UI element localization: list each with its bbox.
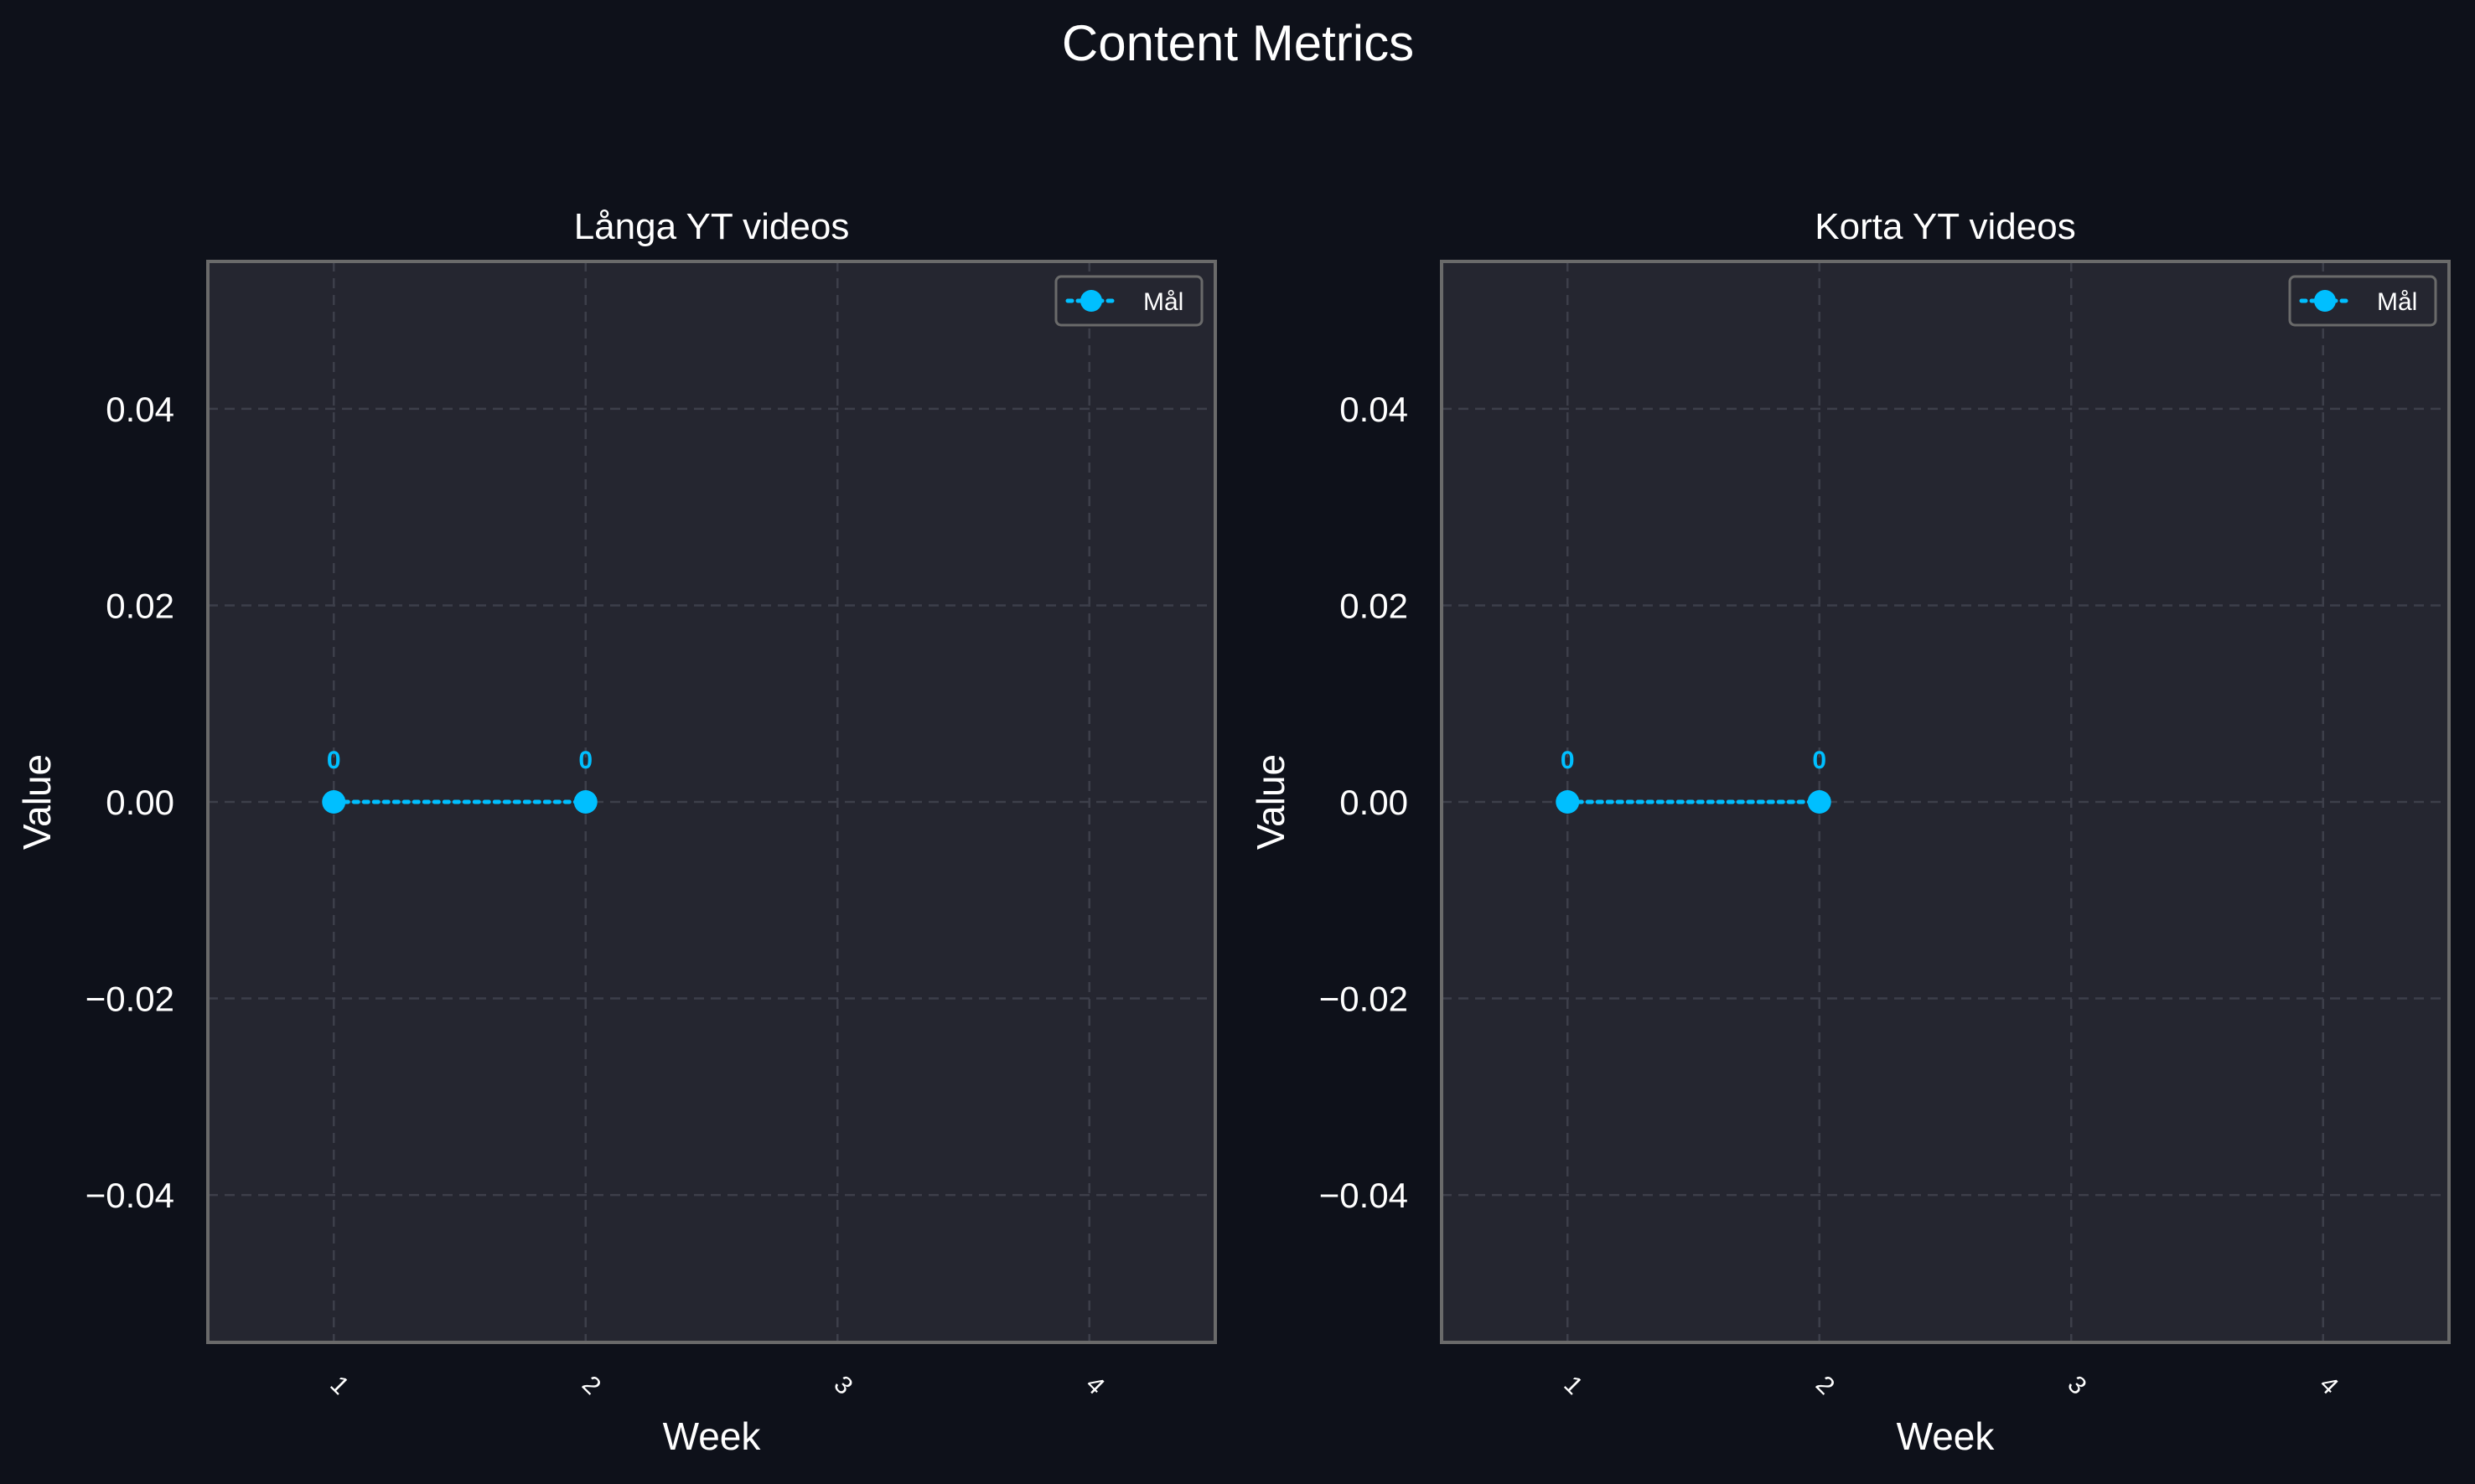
y-tick-label: 0.02	[1339, 586, 1408, 625]
y-tick-label: 0.04	[1339, 390, 1408, 429]
y-tick-label: 0.00	[1339, 783, 1408, 822]
legend: Mål	[1054, 275, 1204, 327]
x-axis-label: Week	[663, 1414, 762, 1458]
data-label: 0	[578, 747, 593, 774]
legend-box	[1054, 275, 1204, 327]
legend-entry-label: Mål	[1143, 288, 1183, 316]
legend-marker-swatch	[1080, 290, 1102, 312]
axes-frame	[206, 260, 1217, 1344]
axes-frame	[1440, 260, 2451, 1344]
panel-title: Långa YT videos	[574, 206, 850, 247]
y-tick-label: −0.02	[1319, 980, 1408, 1019]
legend-entry-label: Mål	[2377, 288, 2417, 316]
data-label: 0	[1812, 747, 1826, 774]
y-axis-label: Value	[1249, 754, 1292, 850]
legend-box	[2288, 275, 2437, 327]
data-label: 0	[1561, 747, 1575, 774]
x-axis-label: Week	[1897, 1414, 1996, 1458]
legend: Mål	[2288, 275, 2437, 327]
data-point	[573, 790, 598, 814]
data-point	[1807, 790, 1831, 814]
figure-title: Content Metrics	[1062, 15, 1414, 71]
y-tick-label: 0.00	[106, 783, 174, 822]
y-tick-label: −0.04	[85, 1176, 174, 1215]
legend-marker-swatch	[2314, 290, 2336, 312]
y-tick-label: 0.02	[106, 586, 174, 625]
y-tick-label: −0.02	[85, 980, 174, 1019]
y-tick-label: −0.04	[1319, 1176, 1408, 1215]
data-point	[322, 790, 346, 814]
y-tick-label: 0.04	[106, 390, 174, 429]
data-point	[1556, 790, 1580, 814]
data-label: 0	[327, 747, 341, 774]
panel-title: Korta YT videos	[1815, 206, 2075, 247]
y-axis-label: Value	[15, 754, 59, 850]
